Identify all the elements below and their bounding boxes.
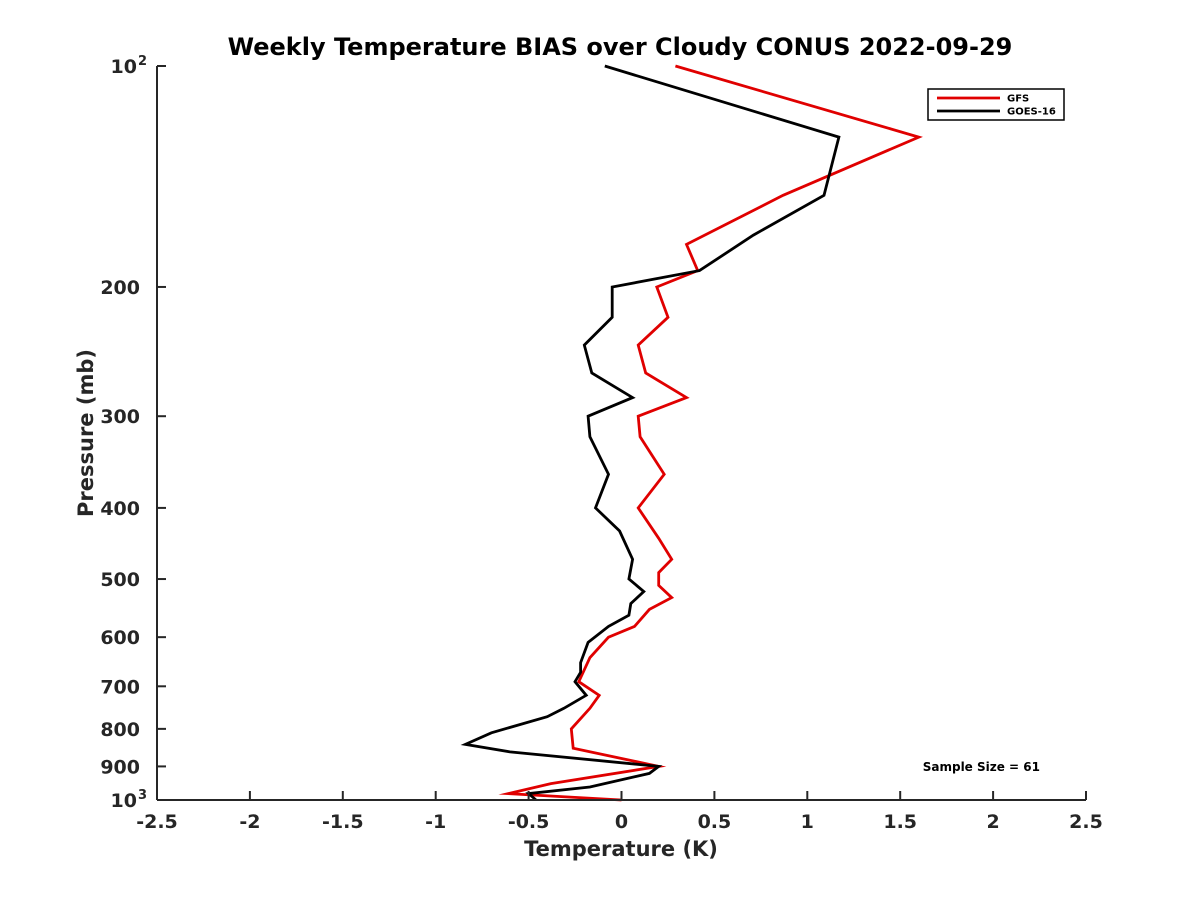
plot-lines — [460, 64, 923, 802]
legend-label: GOES-16 — [1007, 107, 1056, 118]
y-tick-label: 800 — [100, 719, 140, 741]
y-tick-exponent: 3 — [138, 788, 147, 803]
x-tick-label: -2.5 — [136, 811, 178, 833]
x-ticks: -2.5 -2 -1.5 -1 -0.5 0 0.5 1 1.5 2 2.5 — [136, 791, 1103, 833]
chart-title: Weekly Temperature BIAS over Cloudy CONU… — [228, 33, 1013, 61]
y-tick-label: 400 — [100, 498, 140, 520]
y-tick-label: 900 — [100, 756, 140, 778]
y-tick-label: 300 — [100, 406, 140, 428]
x-axis-label: Temperature (K) — [524, 837, 718, 861]
x-tick-label: 1.5 — [883, 811, 917, 833]
y-tick-label: 10 — [111, 56, 137, 78]
axes: -2.5 -2 -1.5 -1 -0.5 0 0.5 1 1.5 2 2.5 10 220030040… — [100, 54, 1103, 833]
y-tick-label: 500 — [100, 569, 140, 591]
x-tick-label: -1.5 — [322, 811, 364, 833]
x-tick-label: -1 — [425, 811, 446, 833]
series-line-goes-16 — [460, 64, 841, 802]
y-tick-label: 200 — [100, 277, 140, 299]
legend: GFS GOES-16 — [927, 88, 1065, 121]
sample-size-annotation: Sample Size = 61 — [923, 760, 1040, 774]
x-tick-label: -2 — [239, 811, 260, 833]
y-tick-exponent: 2 — [138, 54, 147, 69]
x-tick-label: 2.5 — [1069, 811, 1103, 833]
y-axis-label: Pressure (mb) — [74, 349, 98, 517]
y-tick-label: 600 — [100, 627, 140, 649]
x-tick-label: -0.5 — [508, 811, 550, 833]
y-tick-label: 10 — [111, 790, 137, 812]
legend-box — [927, 88, 1065, 121]
y-tick-label: 700 — [100, 676, 140, 698]
x-tick-label: 0 — [615, 811, 628, 833]
x-tick-label: 2 — [986, 811, 999, 833]
series-line-gfs — [498, 64, 923, 802]
x-tick-label: 0.5 — [698, 811, 732, 833]
x-tick-label: 1 — [801, 811, 814, 833]
legend-label: GFS — [1007, 94, 1029, 105]
